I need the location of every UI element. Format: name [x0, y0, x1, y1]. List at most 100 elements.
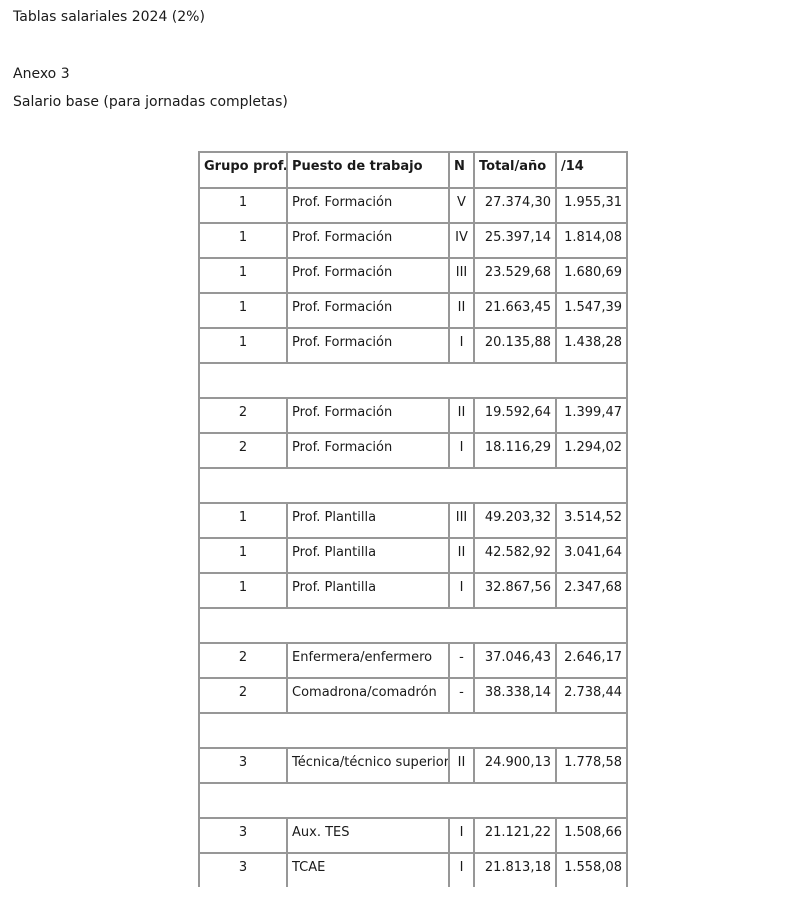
- cell-puesto: Aux. TES: [288, 819, 450, 854]
- cell-nivel: I: [450, 574, 475, 609]
- annex-label: Anexo 3: [13, 66, 70, 82]
- cell-por14: 1.680,69: [557, 259, 626, 294]
- spacer-cell: [200, 609, 626, 644]
- cell-nivel: III: [450, 259, 475, 294]
- table-row: 1 Prof. Formación II 21.663,45 1.547,39: [200, 294, 626, 329]
- cell-total_ano: 19.592,64: [475, 399, 557, 434]
- cell-nivel: III: [450, 504, 475, 539]
- spacer-row: [200, 609, 626, 644]
- cell-total_ano: 38.338,14: [475, 679, 557, 714]
- table-row: 3 Técnica/técnico superior II 24.900,13 1.77…: [200, 749, 626, 784]
- cell-total_ano: 25.397,14: [475, 224, 557, 259]
- cell-puesto: Comadrona/comadrón: [288, 679, 450, 714]
- cell-por14: 1.778,58: [557, 749, 626, 784]
- spacer-row: [200, 364, 626, 399]
- cell-puesto: Prof. Formación: [288, 224, 450, 259]
- header-grupo-prof: Grupo prof.: [200, 153, 288, 189]
- spacer-cell: [200, 714, 626, 749]
- cell-puesto: Prof. Plantilla: [288, 504, 450, 539]
- cell-grupo: 3: [200, 749, 288, 784]
- cell-nivel: I: [450, 819, 475, 854]
- spacer-cell: [200, 469, 626, 504]
- table-row: 2 Comadrona/comadrón -38.338,14 2.738,44: [200, 679, 626, 714]
- page-subtitle: Salario base (para jornadas completas): [13, 94, 288, 110]
- cell-puesto: Prof. Formación: [288, 189, 450, 224]
- header-por-14: /14: [557, 153, 626, 189]
- cell-nivel: I: [450, 854, 475, 887]
- cell-por14: 1.438,28: [557, 329, 626, 364]
- cell-total_ano: 21.813,18: [475, 854, 557, 887]
- cell-puesto: Técnica/técnico superior: [288, 749, 450, 784]
- cell-total_ano: 23.529,68: [475, 259, 557, 294]
- cell-nivel: II: [450, 399, 475, 434]
- cell-nivel: II: [450, 294, 475, 329]
- cell-grupo: 2: [200, 679, 288, 714]
- cell-grupo: 2: [200, 644, 288, 679]
- table-row: 2 Prof. Formación I 18.116,29 1.294,02: [200, 434, 626, 469]
- cell-por14: 1.294,02: [557, 434, 626, 469]
- table-row: 3 TCAE I 21.813,18 1.558,08: [200, 854, 626, 887]
- header-puesto-trabajo: Puesto de trabajo: [288, 153, 450, 189]
- cell-total_ano: 24.900,13: [475, 749, 557, 784]
- cell-nivel: II: [450, 749, 475, 784]
- cell-puesto: Prof. Formación: [288, 399, 450, 434]
- cell-grupo: 1: [200, 259, 288, 294]
- cell-por14: 3.514,52: [557, 504, 626, 539]
- cell-puesto: Prof. Formación: [288, 329, 450, 364]
- cell-nivel: IV: [450, 224, 475, 259]
- cell-nivel: -: [450, 679, 475, 714]
- cell-por14: 2.738,44: [557, 679, 626, 714]
- table-header-row: Grupo prof. Puesto de trabajo N Total/añ…: [200, 153, 626, 189]
- header-total-ano: Total/año: [475, 153, 557, 189]
- salary-table-body: 1 Prof. Formación V 27.374,30 1.955,31 1 Prof.…: [200, 189, 626, 887]
- cell-grupo: 1: [200, 189, 288, 224]
- spacer-row: [200, 784, 626, 819]
- cell-grupo: 3: [200, 854, 288, 887]
- cell-total_ano: 49.203,32: [475, 504, 557, 539]
- cell-nivel: V: [450, 189, 475, 224]
- table-row: 1 Prof. Plantilla II 42.582,92 3.041,64: [200, 539, 626, 574]
- cell-puesto: Prof. Formación: [288, 434, 450, 469]
- cell-nivel: II: [450, 539, 475, 574]
- page-title: Tablas salariales 2024 (2%): [13, 9, 205, 25]
- cell-por14: 1.955,31: [557, 189, 626, 224]
- cell-total_ano: 37.046,43: [475, 644, 557, 679]
- table-row: 1 Prof. Formación I 20.135,88 1.438,28: [200, 329, 626, 364]
- salary-table: Grupo prof. Puesto de trabajo N Total/añ…: [198, 151, 628, 887]
- cell-grupo: 3: [200, 819, 288, 854]
- cell-grupo: 1: [200, 294, 288, 329]
- cell-total_ano: 20.135,88: [475, 329, 557, 364]
- cell-total_ano: 27.374,30: [475, 189, 557, 224]
- cell-total_ano: 32.867,56: [475, 574, 557, 609]
- spacer-cell: [200, 364, 626, 399]
- cell-nivel: -: [450, 644, 475, 679]
- cell-por14: 1.508,66: [557, 819, 626, 854]
- spacer-row: [200, 469, 626, 504]
- cell-puesto: TCAE: [288, 854, 450, 887]
- cell-puesto: Enfermera/enfermero: [288, 644, 450, 679]
- cell-grupo: 2: [200, 399, 288, 434]
- cell-por14: 3.041,64: [557, 539, 626, 574]
- table-row: 1 Prof. Formación IV 25.397,14 1.814,08: [200, 224, 626, 259]
- cell-total_ano: 18.116,29: [475, 434, 557, 469]
- cell-total_ano: 21.121,22: [475, 819, 557, 854]
- cell-total_ano: 42.582,92: [475, 539, 557, 574]
- cell-grupo: 1: [200, 574, 288, 609]
- cell-por14: 1.399,47: [557, 399, 626, 434]
- spacer-row: [200, 714, 626, 749]
- table-row: 1 Prof. Formación V 27.374,30 1.955,31: [200, 189, 626, 224]
- table-row: 2 Prof. Formación II 19.592,64 1.399,47: [200, 399, 626, 434]
- header-nivel: N: [450, 153, 475, 189]
- table-row: 3 Aux. TES I 21.121,22 1.508,66: [200, 819, 626, 854]
- cell-puesto: Prof. Formación: [288, 259, 450, 294]
- cell-puesto: Prof. Plantilla: [288, 539, 450, 574]
- salary-table-container: Grupo prof. Puesto de trabajo N Total/añ…: [198, 151, 638, 887]
- cell-total_ano: 21.663,45: [475, 294, 557, 329]
- cell-por14: 1.547,39: [557, 294, 626, 329]
- cell-puesto: Prof. Formación: [288, 294, 450, 329]
- cell-grupo: 1: [200, 329, 288, 364]
- cell-grupo: 2: [200, 434, 288, 469]
- table-row: 1 Prof. Plantilla III 49.203,32 3.514,52: [200, 504, 626, 539]
- table-row: 1 Prof. Plantilla I 32.867,56 2.347,68: [200, 574, 626, 609]
